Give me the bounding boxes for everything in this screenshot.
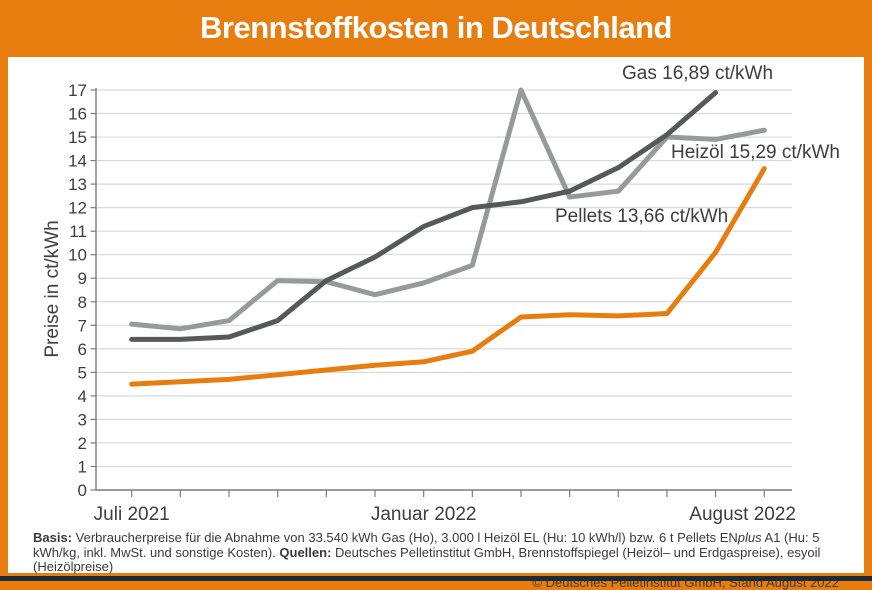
footer: Basis: Verbraucherpreise für die Abnahme… [33,530,839,590]
chart-panel [8,57,864,573]
gas-series-label: Gas 16,89 ct/kWh [622,63,774,84]
page-title: Brennstoffkosten in Deutschland [200,10,672,45]
heizoel-series-label: Heizöl 15,29 ct/kWh [671,142,840,163]
footer-note: Basis: Verbraucherpreise für die Abnahme… [33,530,821,575]
pellets-series-label: Pellets 13,66 ct/kWh [555,206,729,227]
bottom-bar [0,576,872,581]
